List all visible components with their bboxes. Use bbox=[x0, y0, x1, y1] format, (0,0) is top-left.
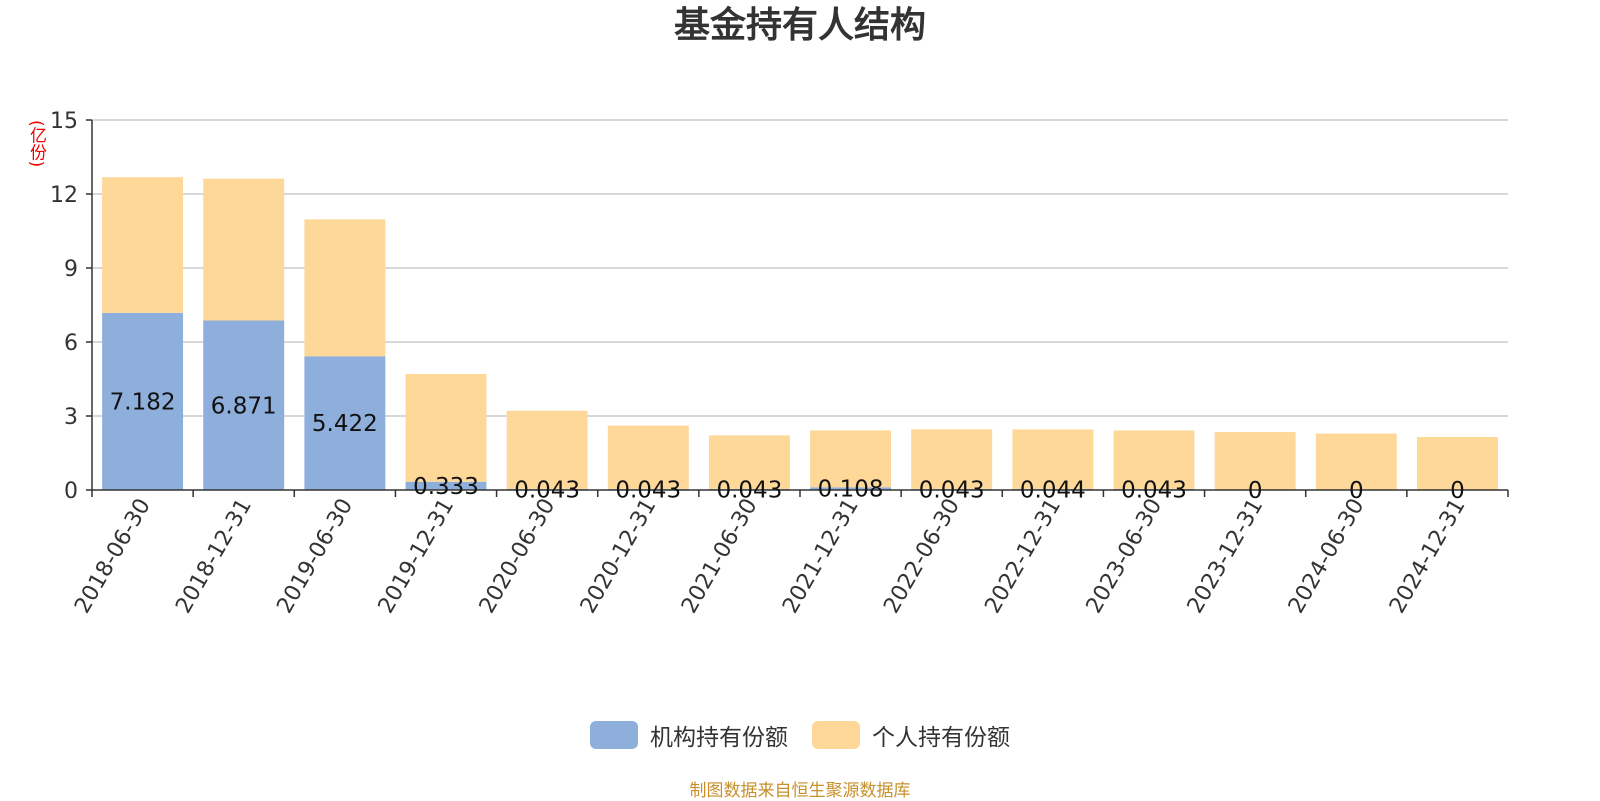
bar-individual bbox=[1416, 436, 1498, 490]
bar-individual bbox=[506, 410, 588, 489]
data-label-institutional: 6.871 bbox=[211, 393, 277, 419]
y-axis-unit-label: (亿份) bbox=[26, 120, 46, 168]
data-label-institutional: 7.182 bbox=[110, 389, 176, 415]
bar-individual bbox=[708, 435, 790, 489]
bar-individual bbox=[405, 373, 487, 482]
bar-institutional bbox=[102, 312, 184, 490]
x-tick-label: 2020-12-31 bbox=[576, 495, 662, 618]
data-source-note: 制图数据来自恒生聚源数据库 bbox=[689, 781, 911, 801]
legend-label-institutional: 机构持有份额 bbox=[650, 725, 788, 751]
y-tick-label: 12 bbox=[50, 183, 78, 208]
data-label-institutional: 0 bbox=[1349, 478, 1364, 504]
legend-swatch-institutional bbox=[590, 721, 638, 749]
y-tick-label: 0 bbox=[64, 479, 78, 504]
x-tick-label: 2020-06-30 bbox=[475, 495, 561, 618]
legend-swatch-individual bbox=[812, 721, 860, 749]
data-label-institutional: 0 bbox=[1450, 478, 1465, 504]
data-label-institutional: 0.333 bbox=[413, 474, 479, 500]
bar-institutional bbox=[203, 320, 285, 490]
x-tick-label: 2023-06-30 bbox=[1082, 495, 1168, 618]
data-label-institutional: 5.422 bbox=[312, 411, 378, 437]
x-tick-label: 2021-12-31 bbox=[778, 495, 864, 618]
legend-label-individual: 个人持有份额 bbox=[872, 725, 1010, 751]
y-tick-label: 9 bbox=[64, 257, 78, 282]
legend-item-individual[interactable]: 个人持有份额 bbox=[812, 718, 1010, 752]
y-tick-label: 15 bbox=[50, 109, 78, 134]
x-tick-label: 2022-06-30 bbox=[879, 495, 965, 618]
bar-individual bbox=[1315, 433, 1397, 490]
data-label-institutional: 0.108 bbox=[818, 477, 884, 503]
x-tick-label: 2024-06-30 bbox=[1284, 495, 1370, 618]
bar-individual bbox=[607, 425, 689, 489]
legend-item-institutional[interactable]: 机构持有份额 bbox=[590, 718, 788, 752]
data-label-institutional: 0.043 bbox=[1121, 477, 1187, 503]
y-tick-label: 3 bbox=[64, 405, 78, 430]
bar-individual bbox=[304, 219, 386, 357]
data-label-institutional: 0.044 bbox=[1020, 477, 1086, 503]
bar-individual bbox=[911, 429, 993, 489]
x-tick-label: 2018-06-30 bbox=[70, 495, 156, 618]
x-tick-label: 2019-12-31 bbox=[374, 495, 460, 618]
chart-title: 基金持有人结构 bbox=[673, 5, 926, 46]
data-label-institutional: 0.043 bbox=[615, 477, 681, 503]
data-label-institutional: 0 bbox=[1248, 478, 1263, 504]
data-label-institutional: 0.043 bbox=[514, 477, 580, 503]
bar-individual bbox=[102, 177, 184, 313]
data-label-institutional: 0.043 bbox=[716, 477, 782, 503]
x-tick-label: 2023-12-31 bbox=[1183, 495, 1269, 618]
x-tick-label: 2021-06-30 bbox=[677, 495, 763, 618]
bar-institutional bbox=[304, 356, 386, 490]
y-tick-label: 6 bbox=[64, 331, 78, 356]
chart-legend: 机构持有份额 个人持有份额 bbox=[0, 718, 1600, 752]
x-tick-label: 2019-06-30 bbox=[272, 495, 358, 618]
data-label-institutional: 0.043 bbox=[919, 477, 985, 503]
bar-individual bbox=[1214, 432, 1296, 490]
bar-institutional bbox=[405, 481, 487, 490]
bar-individual bbox=[810, 430, 892, 488]
x-tick-label: 2022-12-31 bbox=[980, 495, 1066, 618]
bar-individual bbox=[203, 178, 285, 321]
bar-individual bbox=[1012, 429, 1094, 489]
bar-institutional bbox=[810, 487, 892, 490]
bar-individual bbox=[1113, 430, 1195, 489]
x-tick-label: 2024-12-31 bbox=[1385, 495, 1471, 618]
x-tick-label: 2018-12-31 bbox=[171, 495, 257, 618]
